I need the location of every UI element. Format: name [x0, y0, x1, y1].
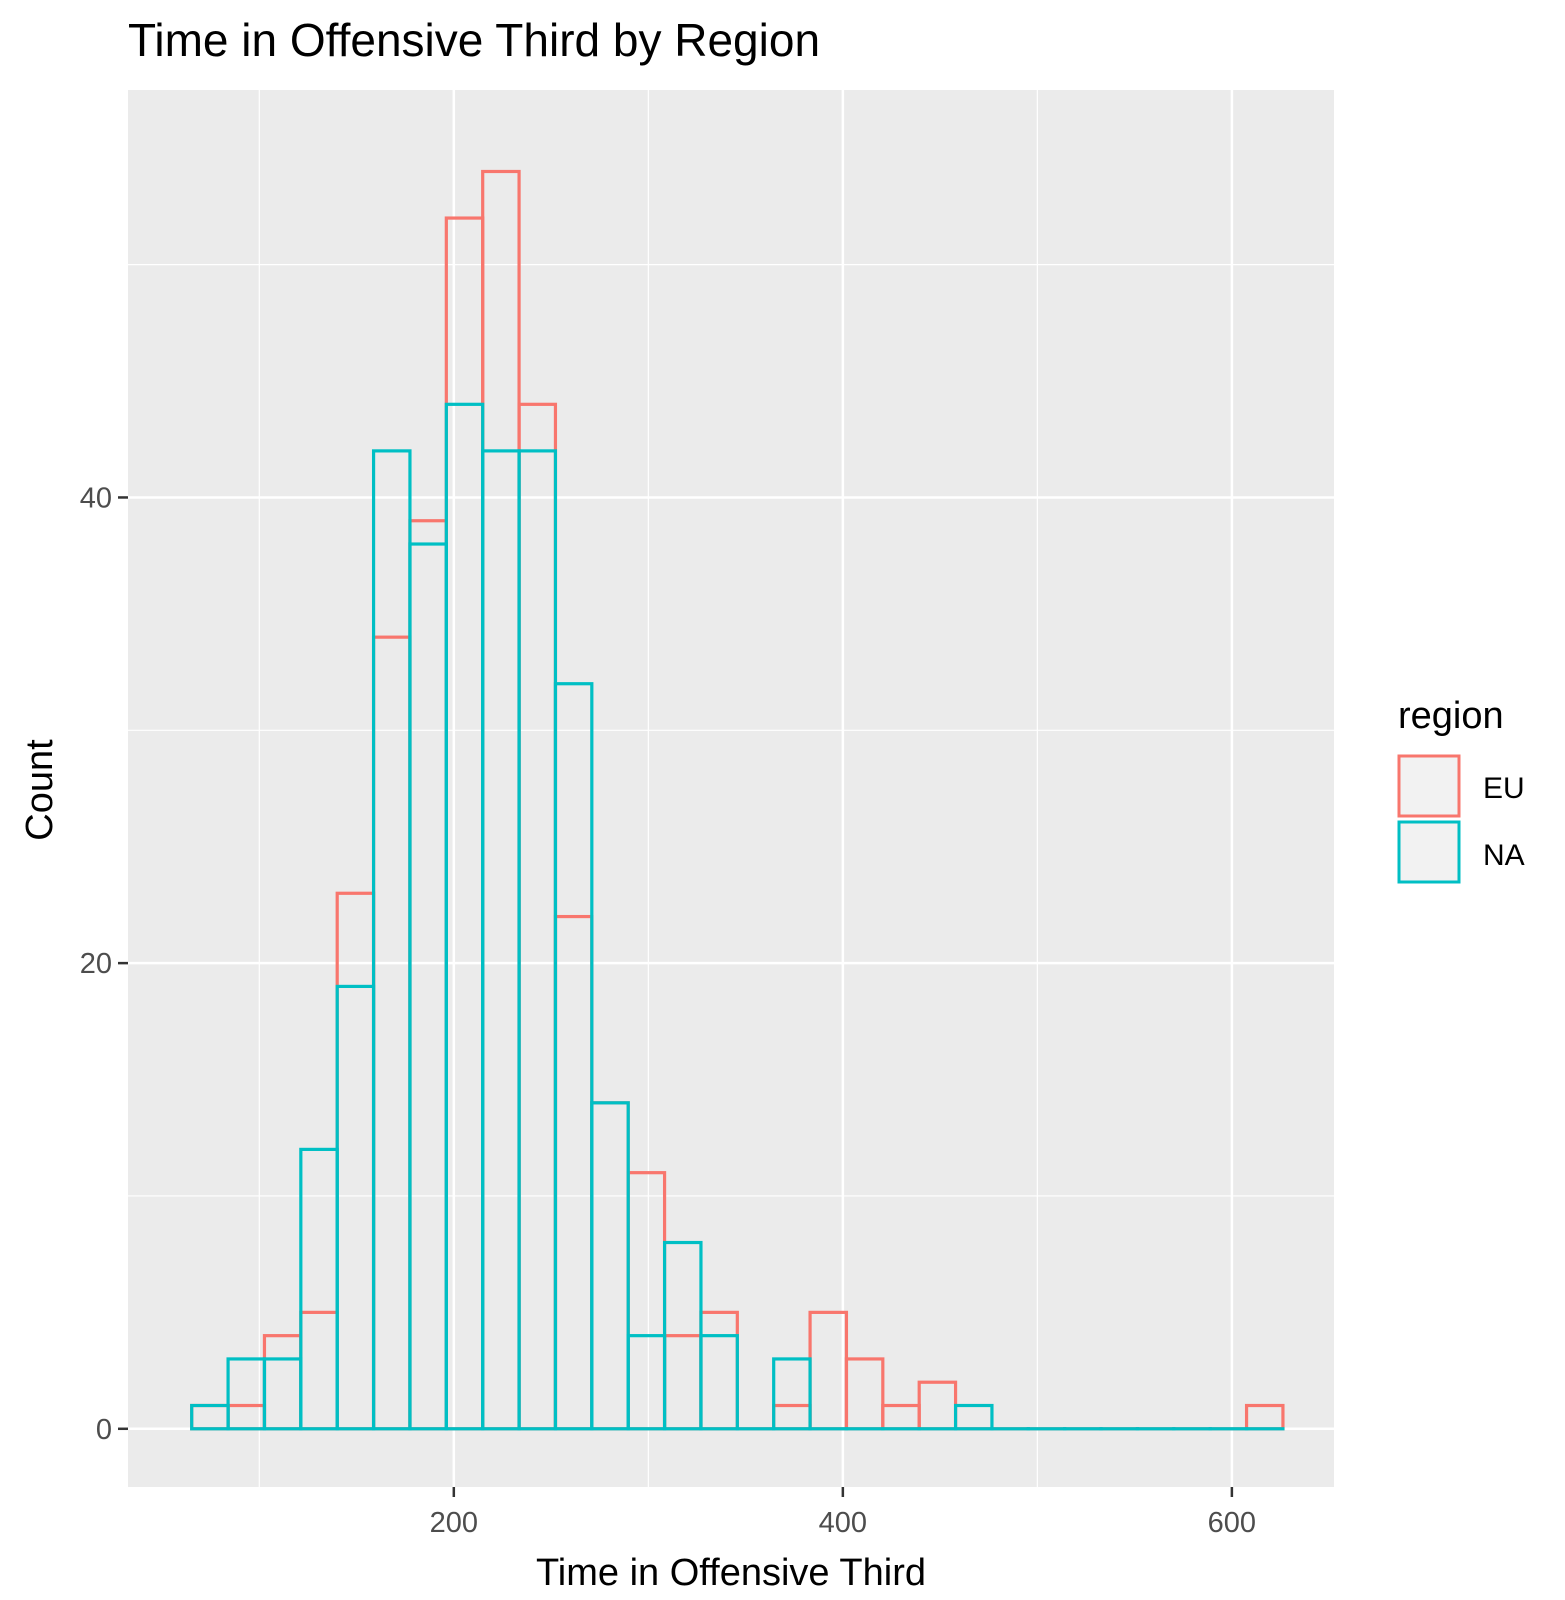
histogram-bars: [190, 169, 1285, 1431]
bar-na: [590, 1101, 630, 1431]
y-tick-label: 0: [96, 1414, 112, 1446]
series-na: [190, 402, 1285, 1431]
legend-title: region: [1398, 695, 1504, 737]
x-tick-label: 200: [430, 1507, 478, 1539]
x-tick-label: 400: [819, 1507, 867, 1539]
y-tick-label: 20: [80, 948, 112, 980]
bar-na: [772, 1357, 812, 1431]
legend-item-na: NA: [1397, 820, 1525, 884]
plot-panel: [128, 90, 1334, 1487]
bar-na: [953, 1403, 994, 1431]
chart-title: Time in Offensive Third by Region: [128, 14, 820, 66]
y-axis-title: Count: [19, 739, 61, 841]
x-tick-label: 600: [1208, 1507, 1256, 1539]
legend: region EU NA: [1397, 695, 1525, 884]
bar-na: [699, 1334, 739, 1431]
legend-key-na: [1397, 820, 1461, 884]
bar-na: [553, 682, 594, 1431]
y-tick-label: 40: [80, 482, 112, 514]
legend-label-eu: EU: [1483, 772, 1525, 805]
legend-key-eu: [1397, 754, 1461, 818]
axes: 200 400 600 0 20 40: [80, 482, 1256, 1539]
legend-item-eu: EU: [1397, 754, 1525, 818]
legend-label-na: NA: [1483, 839, 1525, 872]
x-axis-title: Time in Offensive Third: [536, 1552, 926, 1594]
